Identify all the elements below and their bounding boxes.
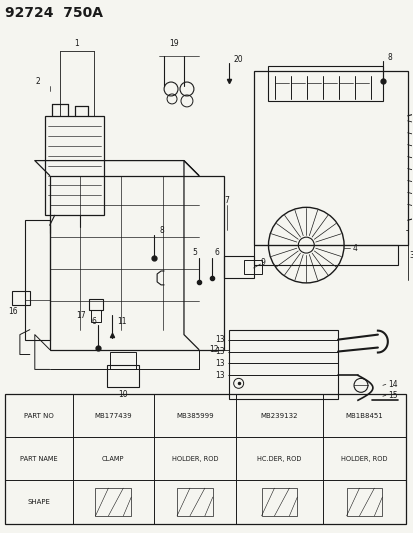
- Text: 4: 4: [352, 244, 357, 253]
- Text: 6: 6: [91, 317, 96, 326]
- Text: 13: 13: [215, 335, 224, 344]
- Text: MB177439: MB177439: [94, 413, 132, 419]
- Text: 5: 5: [192, 248, 197, 256]
- Text: HOLDER, ROD: HOLDER, ROD: [171, 456, 218, 462]
- Text: 20: 20: [233, 55, 243, 63]
- Text: 1: 1: [74, 39, 79, 48]
- Bar: [45, 116, 104, 215]
- Text: 14: 14: [387, 380, 396, 389]
- Text: 3: 3: [409, 251, 413, 260]
- Text: 8: 8: [159, 225, 164, 235]
- Bar: [261, 488, 297, 516]
- Bar: [107, 366, 139, 387]
- Text: 9: 9: [260, 257, 265, 266]
- Text: 17: 17: [76, 311, 85, 320]
- Text: 92724  750A: 92724 750A: [5, 6, 103, 20]
- Text: PART NAME: PART NAME: [20, 456, 57, 462]
- Text: SHAPE: SHAPE: [27, 499, 50, 505]
- Bar: [91, 310, 101, 322]
- Text: MB385999: MB385999: [176, 413, 213, 419]
- Text: MB1B8451: MB1B8451: [345, 413, 382, 419]
- Bar: [268, 66, 382, 101]
- Bar: [223, 256, 253, 278]
- Text: 6: 6: [214, 248, 219, 256]
- Text: 13: 13: [215, 347, 224, 356]
- Text: 19: 19: [169, 39, 178, 48]
- Text: 10: 10: [118, 390, 128, 399]
- Text: PART NO: PART NO: [24, 413, 54, 419]
- Text: 7: 7: [224, 196, 229, 205]
- Text: HOLDER, ROD: HOLDER, ROD: [340, 456, 387, 462]
- Bar: [50, 175, 223, 350]
- Bar: [177, 488, 212, 516]
- Text: 8: 8: [387, 53, 392, 62]
- Bar: [243, 260, 261, 274]
- Text: 12: 12: [209, 345, 218, 354]
- Bar: [228, 329, 337, 399]
- Bar: [346, 488, 382, 516]
- Bar: [5, 394, 405, 523]
- Bar: [95, 488, 131, 516]
- Bar: [25, 220, 50, 340]
- Text: MB239132: MB239132: [260, 413, 297, 419]
- Bar: [253, 71, 407, 245]
- Text: 13: 13: [215, 359, 224, 368]
- Text: 11: 11: [117, 317, 126, 326]
- Text: 16: 16: [8, 307, 17, 316]
- Text: 13: 13: [215, 371, 224, 380]
- Text: 15: 15: [387, 391, 396, 400]
- Bar: [253, 245, 397, 265]
- Bar: [89, 299, 103, 310]
- Text: HC.DER, ROD: HC.DER, ROD: [256, 456, 301, 462]
- Text: 2: 2: [36, 77, 40, 85]
- Bar: [110, 352, 136, 369]
- Text: CLAMP: CLAMP: [102, 456, 124, 462]
- Bar: [12, 291, 30, 305]
